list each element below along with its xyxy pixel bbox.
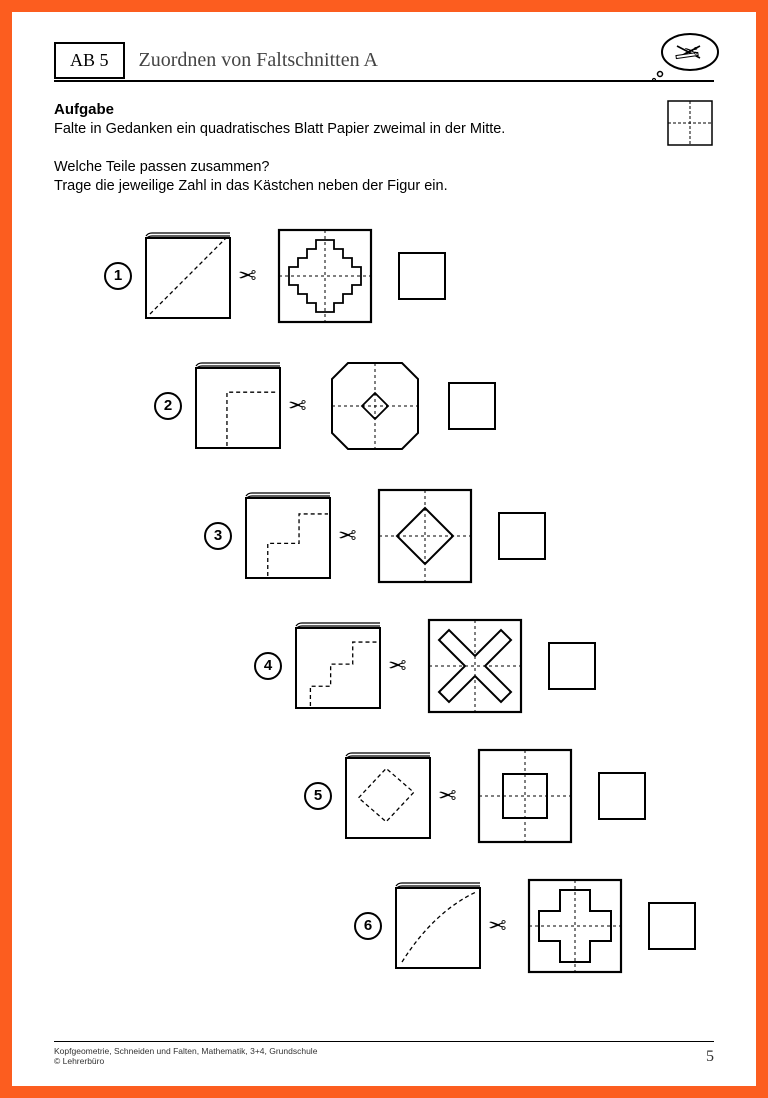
- exercise-row: 2 ✂: [154, 357, 496, 455]
- folded-paper-icon: [242, 490, 334, 582]
- scissors-icon: ✂: [488, 913, 506, 939]
- answer-input-box[interactable]: [398, 252, 446, 300]
- fold-hint-icon: [666, 99, 714, 147]
- folded-paper-icon: [142, 230, 234, 322]
- worksheet-page: AB 5 Zuordnen von Faltschnitten A ✂ Aufg…: [12, 12, 756, 1086]
- answer-input-box[interactable]: [498, 512, 546, 560]
- folded-paper-icon: [392, 880, 484, 972]
- result-shape-icon: [276, 227, 374, 325]
- footer: Kopfgeometrie, Schneiden und Falten, Mat…: [54, 1041, 714, 1066]
- result-shape-icon: [376, 487, 474, 585]
- exercise-number: 6: [354, 912, 382, 940]
- answer-input-box[interactable]: [648, 902, 696, 950]
- footer-line-2: © Lehrerbüro: [54, 1056, 714, 1066]
- exercise-row: 6 ✂: [354, 877, 696, 975]
- exercise-number: 5: [304, 782, 332, 810]
- exercise-number: 1: [104, 262, 132, 290]
- exercise-row: 3 ✂: [204, 487, 546, 585]
- exercise-row: 4 ✂: [254, 617, 596, 715]
- page-title: Zuordnen von Faltschnitten A: [139, 49, 378, 72]
- scissors-icon: ✂: [388, 653, 406, 679]
- ab-badge: AB 5: [54, 42, 125, 79]
- task-line-3: Trage die jeweilige Zahl in das Kästchen…: [54, 178, 448, 194]
- result-shape-icon: [326, 357, 424, 455]
- folded-paper-icon: [192, 360, 284, 452]
- task-line-1: Falte in Gedanken ein quadratisches Blat…: [54, 120, 714, 140]
- page-number: 5: [706, 1048, 714, 1066]
- header: AB 5 Zuordnen von Faltschnitten A ✂: [54, 42, 714, 79]
- exercise-number: 3: [204, 522, 232, 550]
- task-line-2: Welche Teile passen zusammen?: [54, 159, 269, 175]
- folded-paper-icon: [342, 750, 434, 842]
- answer-input-box[interactable]: [448, 382, 496, 430]
- result-shape-icon: [426, 617, 524, 715]
- scissors-icon: ✂: [288, 393, 306, 419]
- result-shape-icon: [526, 877, 624, 975]
- scissors-icon: ✂: [338, 523, 356, 549]
- task-block: Aufgabe Falte in Gedanken ein quadratisc…: [54, 101, 714, 197]
- task-heading: Aufgabe: [54, 101, 714, 118]
- folded-paper-icon: [292, 620, 384, 712]
- exercise-row: 1 ✂: [104, 227, 446, 325]
- footer-line-1: Kopfgeometrie, Schneiden und Falten, Mat…: [54, 1046, 714, 1056]
- answer-input-box[interactable]: [548, 642, 596, 690]
- exercise-number: 4: [254, 652, 282, 680]
- svg-text:✂: ✂: [684, 42, 698, 61]
- exercises-area: 1 ✂ 2 ✂ 3 ✂: [54, 227, 714, 1007]
- scissors-bubble-icon: ✂: [652, 30, 722, 82]
- scissors-icon: ✂: [238, 263, 256, 289]
- scissors-icon: ✂: [438, 783, 456, 809]
- exercise-number: 2: [154, 392, 182, 420]
- answer-input-box[interactable]: [598, 772, 646, 820]
- exercise-row: 5 ✂: [304, 747, 646, 845]
- header-rule: [54, 80, 714, 82]
- result-shape-icon: [476, 747, 574, 845]
